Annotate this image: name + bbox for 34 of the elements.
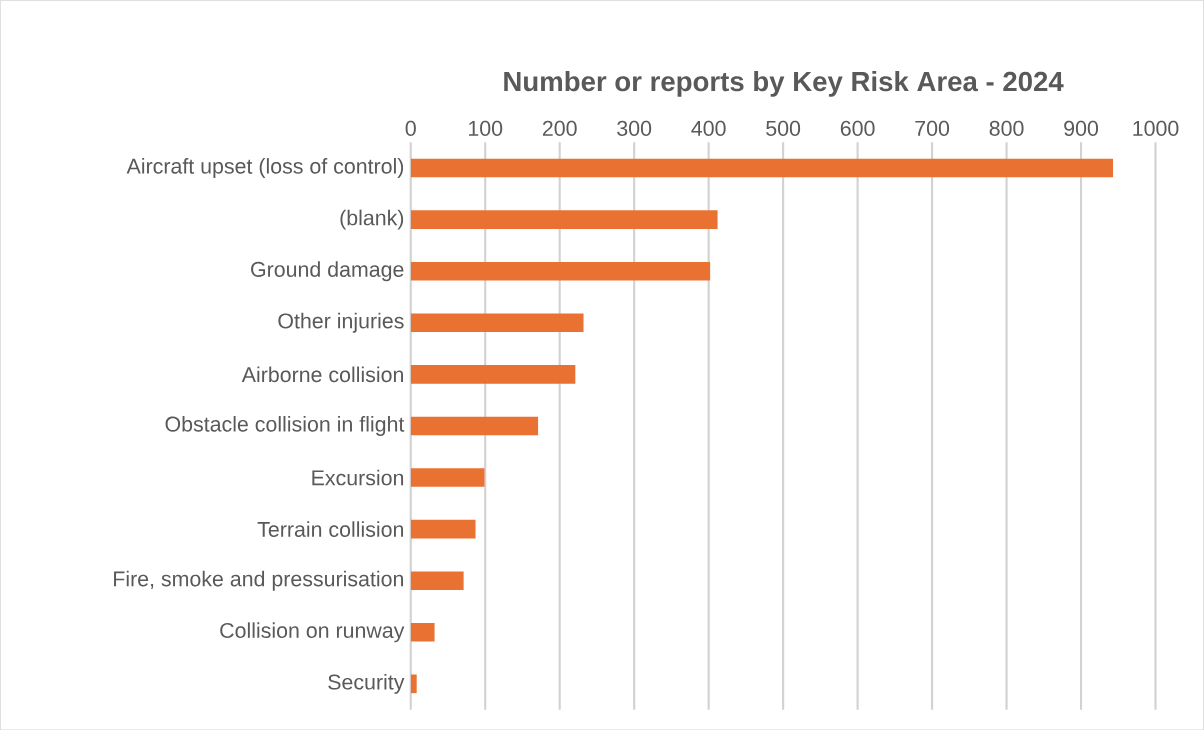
bar	[410, 364, 576, 384]
bar	[410, 674, 417, 694]
bar	[410, 210, 718, 229]
y-tick-label: Fire, smoke and pressurisation	[114, 570, 404, 591]
y-tick-label: Airborne collision	[241, 366, 403, 383]
x-tick-label: 600	[840, 120, 875, 136]
y-tick-label: Excursion	[312, 469, 404, 486]
x-tick-label: 200	[542, 120, 577, 136]
bar	[410, 519, 476, 539]
y-tick-label: Aircraft upset (loss of control)	[126, 157, 404, 178]
y-tick-label: Terrain collision	[257, 521, 404, 537]
bar	[410, 313, 584, 332]
bar	[410, 261, 711, 281]
bar	[410, 571, 464, 590]
y-tick-label: Collision on runway	[220, 622, 405, 643]
x-tick-label: 1000	[1133, 120, 1179, 136]
y-tick-label: Ground damage	[251, 261, 404, 282]
x-tick-label: 300	[617, 120, 652, 136]
bar	[410, 622, 435, 642]
x-tick-label: 100	[469, 120, 503, 136]
bar	[410, 468, 485, 487]
x-tick-label: 900	[1064, 120, 1099, 136]
y-tick-label: Security	[328, 673, 405, 694]
x-tick-label: 400	[691, 120, 726, 136]
bar	[410, 416, 539, 436]
bar	[410, 158, 1114, 178]
y-tick-label: Other injuries	[278, 312, 404, 333]
x-tick-label: 700	[915, 120, 950, 136]
x-tick-label: 800	[989, 120, 1024, 136]
y-tick-label: (blank)	[340, 209, 404, 230]
x-tick-label: 500	[766, 120, 801, 136]
x-tick-label: 0	[405, 120, 416, 136]
chart-title: Number or reports by Key Risk Area - 2024	[504, 70, 1064, 97]
y-tick-label: Obstacle collision in flight	[165, 415, 405, 436]
